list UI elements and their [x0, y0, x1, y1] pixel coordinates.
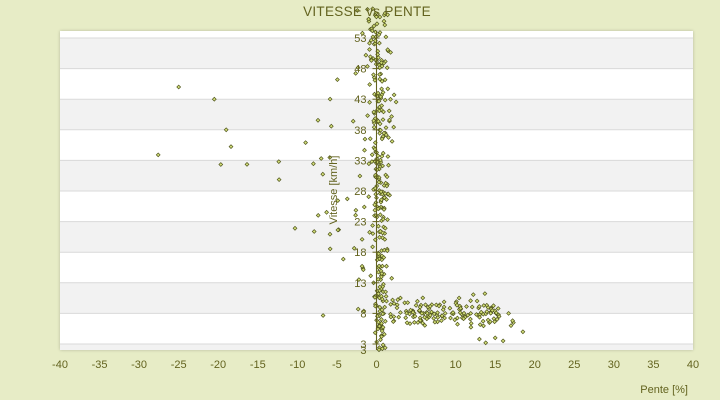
svg-text:15: 15	[489, 359, 501, 371]
svg-text:-15: -15	[250, 359, 266, 371]
svg-text:20: 20	[529, 359, 541, 371]
svg-text:30: 30	[608, 359, 620, 371]
svg-text:-20: -20	[210, 359, 226, 371]
svg-text:10: 10	[449, 359, 461, 371]
svg-text:-5: -5	[332, 359, 342, 371]
svg-text:-30: -30	[131, 359, 147, 371]
svg-text:-25: -25	[171, 359, 187, 371]
svg-text:-10: -10	[289, 359, 305, 371]
svg-text:-35: -35	[92, 359, 108, 371]
svg-text:25: 25	[568, 359, 580, 371]
svg-text:0: 0	[373, 359, 379, 371]
svg-text:5: 5	[413, 359, 419, 371]
svg-text:40: 40	[687, 359, 699, 371]
svg-text:-40: -40	[52, 359, 68, 371]
svg-text:35: 35	[647, 359, 659, 371]
